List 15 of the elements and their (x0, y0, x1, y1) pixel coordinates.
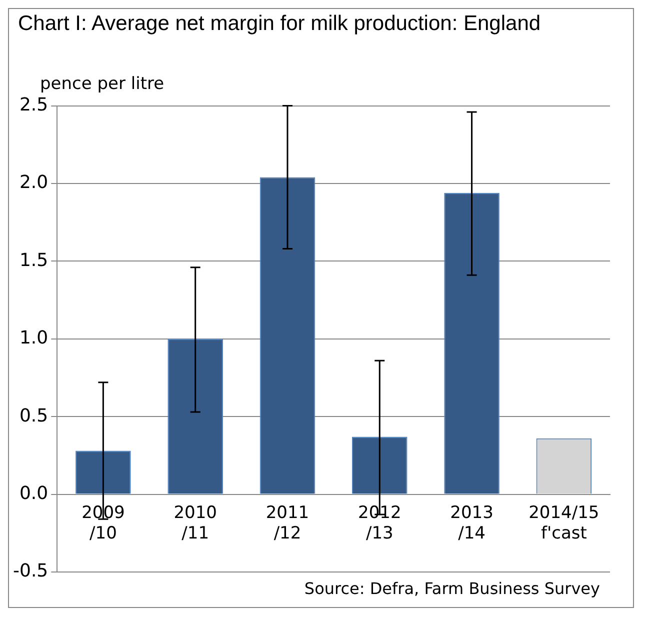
x-tick-label: 2010 /11 (174, 502, 217, 544)
y-tick-label: -0.5 (12, 560, 48, 582)
x-tick-label: 2012 /13 (358, 502, 402, 544)
chart-title: Chart I: Average net margin for milk production: England (18, 12, 542, 36)
y-tick-label: 1.0 (19, 328, 48, 349)
x-tick-label: 2011 /12 (266, 502, 310, 544)
x-tick-label: 2014/15 f'cast (528, 502, 600, 544)
y-tick-label: 0.5 (19, 405, 48, 426)
y-tick-label: 0.0 (19, 482, 48, 504)
y-tick-label: 2.5 (19, 94, 48, 116)
y-tick-label: 1.5 (19, 250, 48, 271)
source-note: Source: Defra, Farm Business Survey (304, 579, 600, 598)
x-tick-label: 2013 /14 (450, 502, 494, 544)
y-axis-title: pence per litre (40, 74, 164, 94)
y-tick-label: 2.0 (19, 172, 48, 194)
